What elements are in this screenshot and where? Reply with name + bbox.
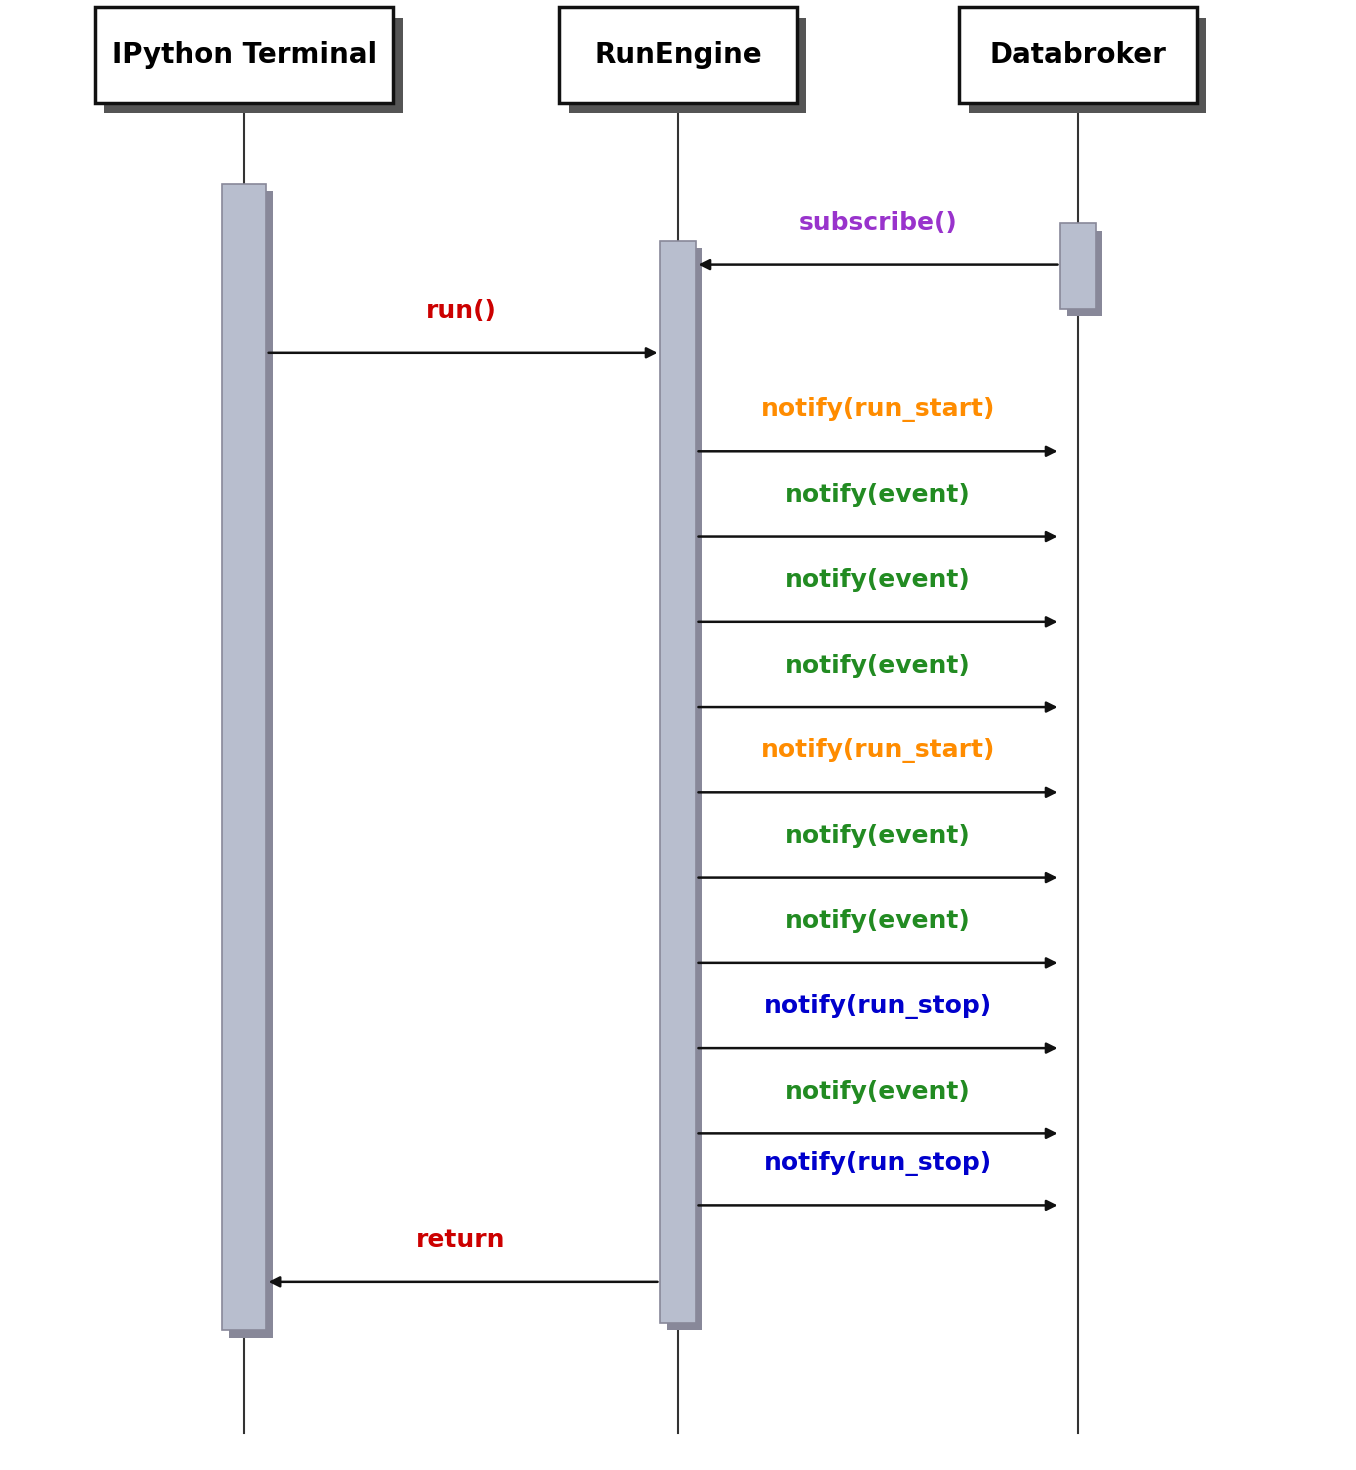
- Text: run(): run(): [426, 300, 496, 323]
- Text: notify(run_start): notify(run_start): [761, 397, 995, 422]
- Bar: [968, 18, 1207, 113]
- Text: notify(run_start): notify(run_start): [761, 738, 995, 763]
- Bar: [667, 248, 702, 1330]
- Text: notify(event): notify(event): [785, 484, 971, 507]
- Text: notify(event): notify(event): [785, 910, 971, 933]
- Text: notify(event): notify(event): [785, 825, 971, 848]
- Text: notify(event): notify(event): [785, 654, 971, 678]
- Bar: [960, 7, 1197, 103]
- Text: notify(run_stop): notify(run_stop): [763, 1151, 993, 1176]
- Text: Databroker: Databroker: [990, 41, 1166, 69]
- Bar: [104, 18, 403, 113]
- Bar: [560, 7, 796, 103]
- Text: notify(event): notify(event): [785, 1080, 971, 1104]
- Text: RunEngine: RunEngine: [594, 41, 762, 69]
- Text: return: return: [416, 1229, 506, 1252]
- Text: IPython Terminal: IPython Terminal: [111, 41, 377, 69]
- Bar: [570, 18, 805, 113]
- Bar: [660, 241, 696, 1323]
- Text: subscribe(): subscribe(): [799, 212, 957, 235]
- Text: notify(run_stop): notify(run_stop): [763, 994, 993, 1019]
- Text: notify(event): notify(event): [785, 569, 971, 592]
- Bar: [222, 184, 266, 1330]
- Bar: [1067, 231, 1102, 316]
- Bar: [1060, 223, 1096, 309]
- Bar: [229, 191, 273, 1338]
- Bar: [95, 7, 393, 103]
